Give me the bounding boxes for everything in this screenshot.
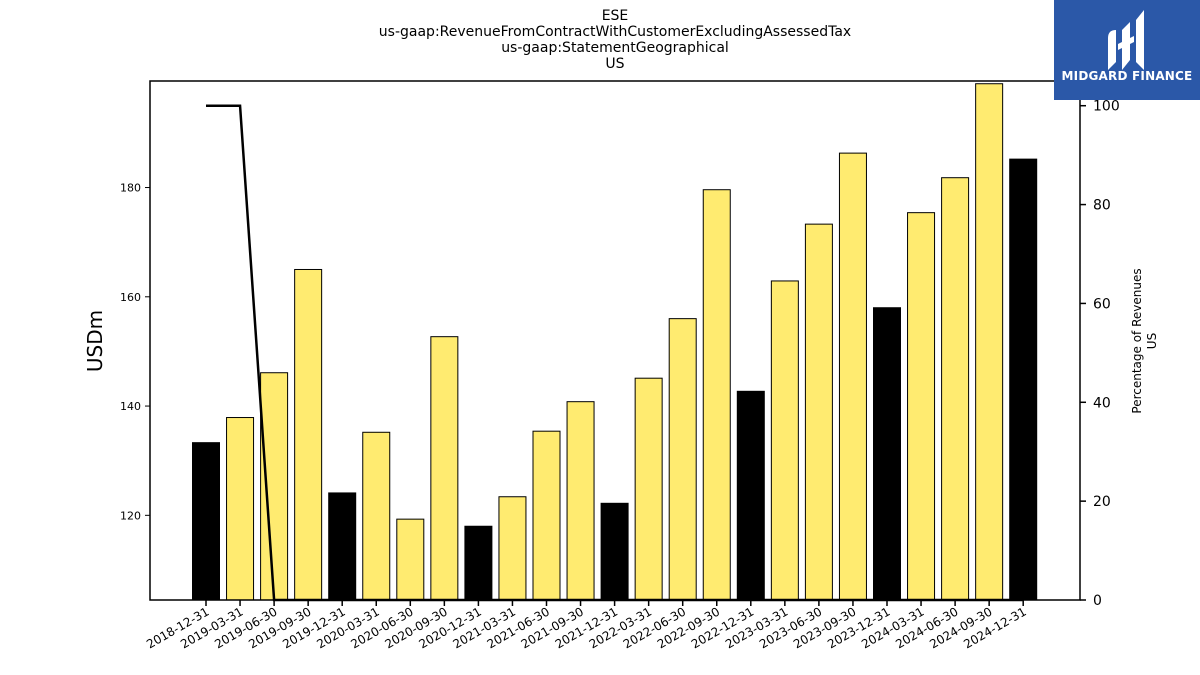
y2-tick-label: 80 xyxy=(1093,198,1111,214)
bar xyxy=(192,442,220,601)
title-line-2: us-gaap:RevenueFromContractWithCustomerE… xyxy=(378,24,852,40)
bar xyxy=(566,401,595,601)
bar xyxy=(1009,158,1038,601)
bar xyxy=(634,377,663,601)
bar xyxy=(498,496,527,601)
bar xyxy=(260,372,289,601)
bar xyxy=(328,492,357,601)
y-tick-label: 120 xyxy=(120,509,141,522)
bar xyxy=(600,502,629,601)
bar xyxy=(396,518,425,601)
bar xyxy=(770,280,799,601)
y2-tick-label: 60 xyxy=(1093,296,1111,312)
bar xyxy=(975,83,1004,601)
brand-logo: MIDGARD FINANCE xyxy=(1054,0,1200,100)
y2-axis-label-line: Percentage of Revenues xyxy=(1130,268,1144,413)
y-tick-label: 180 xyxy=(120,182,141,195)
y-tick-label: 160 xyxy=(120,291,141,304)
y2-tick-label: 0 xyxy=(1093,593,1102,609)
y-tick-label: 140 xyxy=(120,400,141,413)
midgard-logo-icon xyxy=(1108,10,1144,70)
bar xyxy=(430,336,459,601)
y-axis-label: USDm xyxy=(83,310,107,372)
bar xyxy=(736,390,765,601)
bar xyxy=(362,431,391,601)
bar xyxy=(804,223,833,601)
title-line-4: US xyxy=(605,56,625,72)
bar xyxy=(941,177,970,601)
bar xyxy=(702,189,731,601)
bar xyxy=(838,152,867,601)
y2-tick-label: 20 xyxy=(1093,494,1111,510)
logo-text: MIDGARD FINANCE xyxy=(1061,69,1193,83)
bar xyxy=(532,430,561,601)
bar xyxy=(464,525,493,601)
y2-axis-label-line: US xyxy=(1145,333,1159,349)
title-line-3: us-gaap:StatementGeographical xyxy=(501,40,729,56)
bar xyxy=(907,212,936,601)
bar xyxy=(226,417,255,601)
bar xyxy=(873,307,901,601)
title-line-1: ESE xyxy=(601,8,629,24)
y2-axis-label: Percentage of RevenuesUS xyxy=(1130,268,1159,413)
bar xyxy=(668,318,697,601)
bar xyxy=(294,268,323,601)
y2-tick-label: 100 xyxy=(1093,99,1120,115)
y2-tick-label: 40 xyxy=(1093,395,1111,411)
